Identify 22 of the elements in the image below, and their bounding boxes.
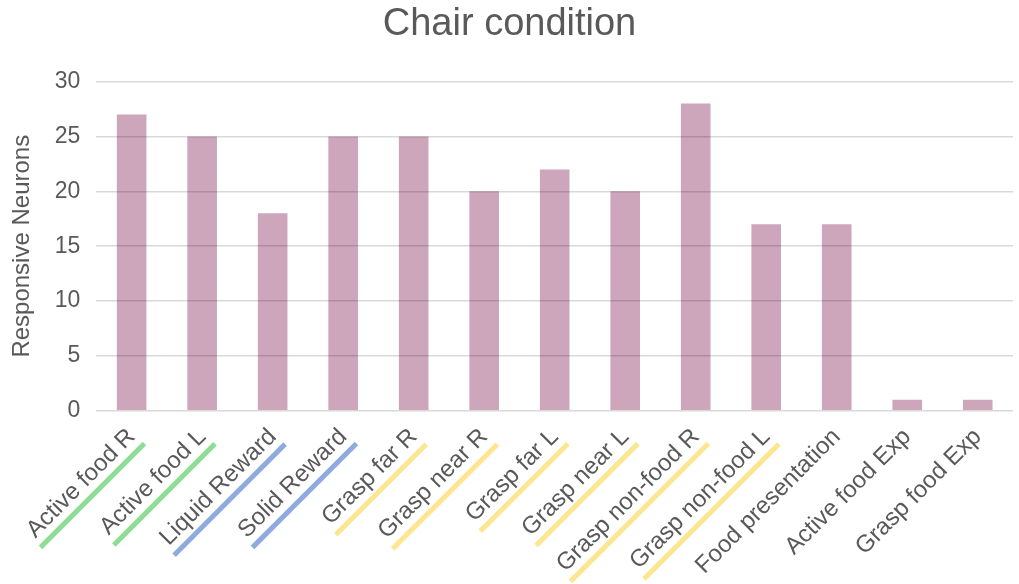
bar	[821, 224, 852, 411]
bar	[962, 399, 993, 411]
bar	[610, 191, 641, 411]
y-axis-title: Responsive Neurons	[7, 134, 35, 358]
y-tick-label: 10	[54, 286, 81, 313]
bar	[680, 103, 711, 411]
y-tick-label: 5	[67, 341, 81, 368]
bar	[751, 224, 782, 411]
bar	[328, 136, 358, 411]
bar	[257, 213, 288, 411]
chart-title: Chair condition	[382, 1, 637, 44]
bar	[539, 169, 570, 411]
y-tick-label: 25	[54, 121, 81, 148]
bar	[398, 136, 429, 411]
bar	[469, 191, 499, 411]
y-tick-label: 30	[54, 66, 81, 93]
bar	[116, 114, 147, 411]
bar	[187, 136, 217, 411]
y-tick-label: 20	[54, 176, 81, 203]
y-tick-label: 0	[67, 396, 81, 423]
bar	[892, 399, 923, 411]
y-tick-label: 15	[54, 231, 81, 258]
